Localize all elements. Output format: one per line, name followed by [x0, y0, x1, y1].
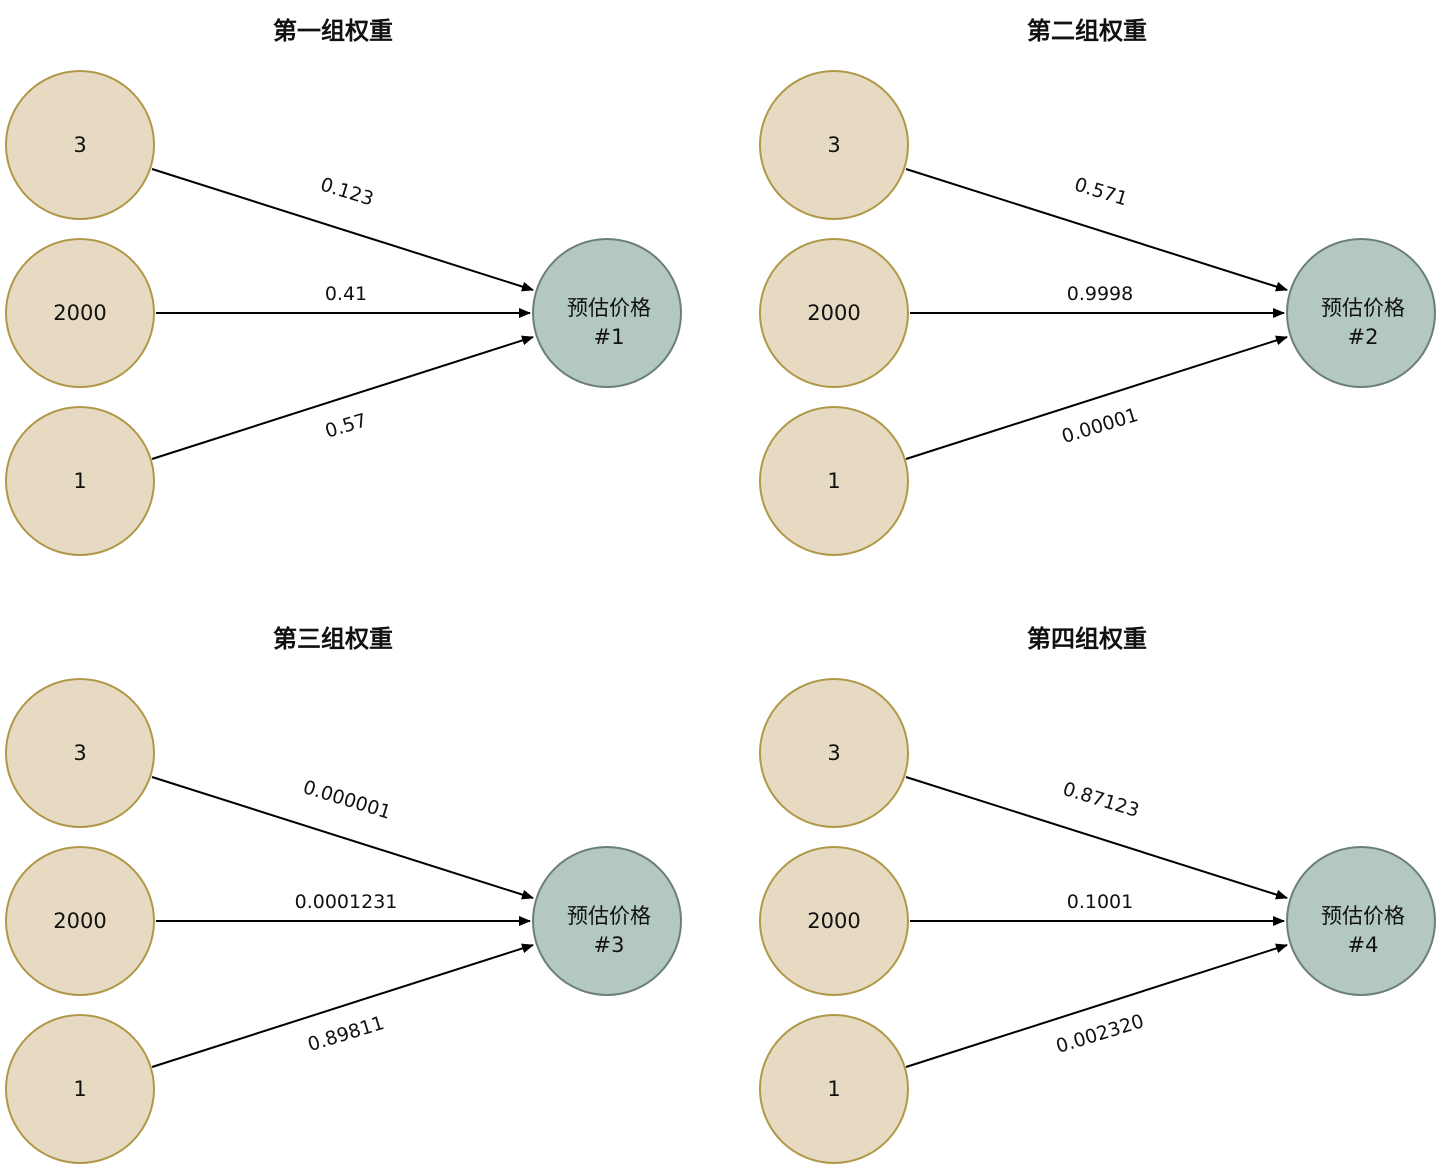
- weight-label: 0.89811: [305, 1012, 387, 1056]
- input-node-label: 2000: [53, 909, 106, 933]
- panel-title: 第二组权重: [1027, 17, 1147, 45]
- input-node: [759, 406, 909, 556]
- output-node-index: #3: [594, 933, 625, 957]
- input-node-label: 3: [73, 741, 86, 765]
- panel-1: 第一组权重 0.123 0.41 0.57 3 2000 1 预估价格 #1: [5, 17, 682, 556]
- output-node-index: #1: [594, 325, 625, 349]
- input-node-label: 3: [73, 133, 86, 157]
- weight-edge: [905, 776, 1288, 900]
- output-node: [1286, 846, 1436, 996]
- output-node-index: #2: [1348, 325, 1379, 349]
- input-node-label: 1: [73, 1077, 86, 1101]
- input-node: [5, 238, 155, 388]
- weight-edge: [151, 943, 534, 1068]
- weight-label: 0.87123: [1060, 778, 1142, 822]
- panel-2: 第二组权重 0.571 0.9998 0.00001 3 2000 1 预估价格 #2: [759, 17, 1436, 556]
- input-node: [759, 846, 909, 996]
- weight-label: 0.00001: [1059, 404, 1141, 448]
- output-node: [532, 846, 682, 996]
- weight-edge: [151, 335, 534, 460]
- weight-edge: [905, 168, 1288, 292]
- input-node: [759, 238, 909, 388]
- input-node: [5, 406, 155, 556]
- weight-edge: [905, 335, 1288, 460]
- weight-label: 0.41: [325, 283, 367, 305]
- input-node-label: 2000: [53, 301, 106, 325]
- weight-label: 0.0001231: [295, 891, 398, 913]
- input-node-label: 1: [73, 469, 86, 493]
- weight-edge: [151, 168, 534, 292]
- panel-4: 第四组权重 0.87123 0.1001 0.002320 3 2000 1 预估价格 #4: [759, 625, 1436, 1164]
- input-node: [759, 678, 909, 828]
- input-node-label: 2000: [807, 909, 860, 933]
- output-node-label: 预估价格: [1321, 904, 1405, 928]
- output-node-label: 预估价格: [567, 904, 651, 928]
- input-node-label: 1: [827, 1077, 840, 1101]
- output-node: [1286, 238, 1436, 388]
- output-node-index: #4: [1348, 933, 1379, 957]
- input-node-label: 3: [827, 133, 840, 157]
- panel-title: 第一组权重: [273, 17, 393, 45]
- weight-label: 0.123: [318, 174, 376, 211]
- weight-label: 0.000001: [300, 776, 393, 824]
- input-node: [759, 1014, 909, 1164]
- weight-edge: [905, 943, 1288, 1068]
- panel-title: 第三组权重: [273, 625, 393, 653]
- weight-label: 0.1001: [1067, 891, 1133, 913]
- panel-3: 第三组权重 0.000001 0.0001231 0.89811 3 2000 1 预估价格 #…: [5, 625, 682, 1164]
- panel-title: 第四组权重: [1027, 625, 1147, 653]
- input-node: [5, 846, 155, 996]
- input-node-label: 1: [827, 469, 840, 493]
- weight-label: 0.57: [323, 409, 370, 442]
- output-node-label: 预估价格: [567, 296, 651, 320]
- input-node-label: 3: [827, 741, 840, 765]
- input-node: [759, 70, 909, 220]
- input-node: [5, 1014, 155, 1164]
- weight-edge: [151, 776, 534, 900]
- input-node-label: 2000: [807, 301, 860, 325]
- weight-label: 0.9998: [1067, 283, 1133, 305]
- weight-label: 0.571: [1072, 174, 1130, 211]
- input-node: [5, 678, 155, 828]
- output-node-label: 预估价格: [1321, 296, 1405, 320]
- weight-label: 0.002320: [1053, 1010, 1146, 1058]
- output-node: [532, 238, 682, 388]
- input-node: [5, 70, 155, 220]
